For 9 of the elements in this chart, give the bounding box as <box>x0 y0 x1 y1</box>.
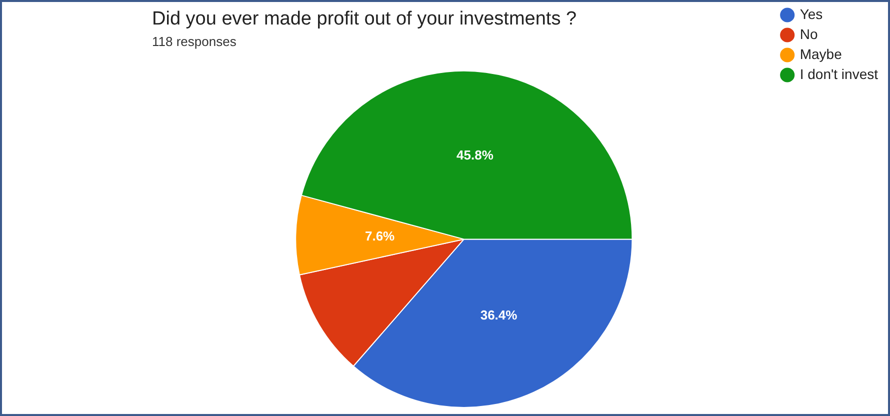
legend-label: Yes <box>800 6 823 22</box>
legend-label: I don't invest <box>800 66 878 82</box>
legend-label: Maybe <box>800 46 842 62</box>
data-label: 7.6% <box>364 228 396 244</box>
legend-label: No <box>800 26 818 42</box>
chart-title: Did you ever made profit out of your investments ? <box>152 8 577 30</box>
data-label: 45.8% <box>456 147 494 162</box>
text: 118 responses <box>152 34 237 50</box>
data-label: 36.4% <box>480 307 518 322</box>
